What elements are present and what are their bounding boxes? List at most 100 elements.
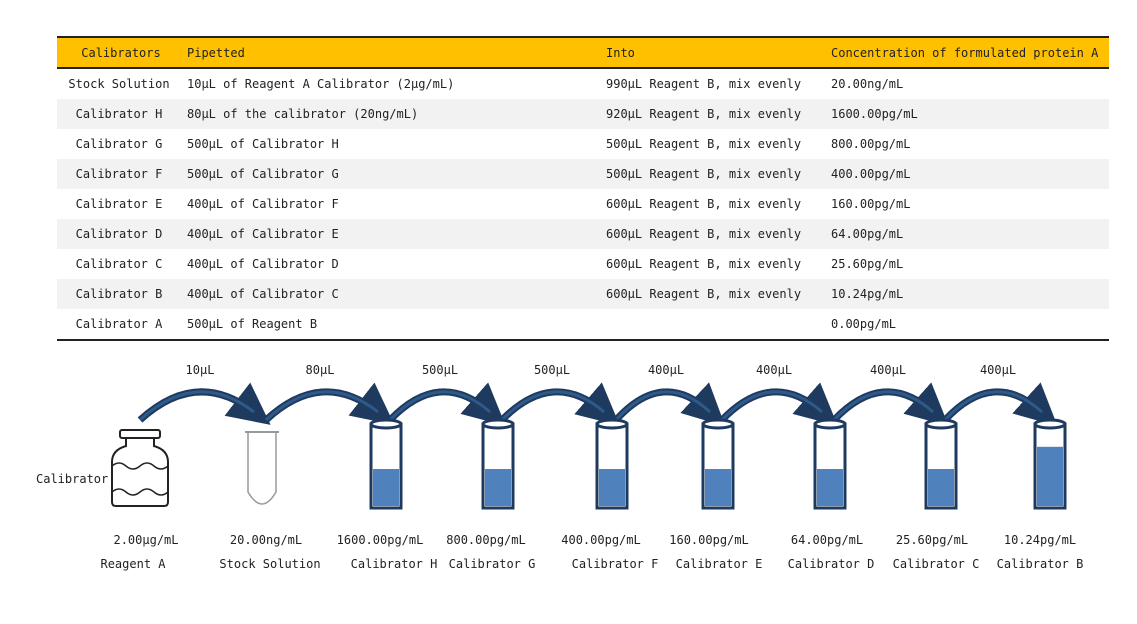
tube-rim xyxy=(701,418,735,430)
cell-calibrator: Calibrator F xyxy=(57,159,185,189)
cell-into: 600μL Reagent B, mix evenly xyxy=(606,257,802,271)
bottle-wave xyxy=(111,488,169,496)
tube-rim xyxy=(1033,418,1067,430)
transfer-arrow-highlight xyxy=(614,390,712,422)
tube-liquid xyxy=(485,469,511,506)
transfer-volume-label: 400μL xyxy=(756,363,792,377)
transfer-arrow-highlight xyxy=(832,390,934,422)
transfer-volume-label: 80μL xyxy=(306,363,335,377)
vessel-name-label: Calibrator H xyxy=(351,557,438,571)
cell-concentration: 1600.00pg/mL xyxy=(830,99,1109,129)
transfer-volume-label: 500μL xyxy=(534,363,570,377)
cell-calibrator: Calibrator H xyxy=(57,99,185,129)
cell-concentration: 160.00pg/mL xyxy=(831,197,911,211)
bottle-body xyxy=(111,437,169,507)
tube-rim xyxy=(481,418,515,430)
tube-liquid xyxy=(1037,446,1063,506)
header-concentration: Concentration of formulated protein A xyxy=(830,36,1109,69)
tube-rim xyxy=(924,418,958,430)
cell-concentration: 400.00pg/mL xyxy=(830,159,1109,189)
transfer-volume-label: 10μL xyxy=(186,363,215,377)
vessel-name-label: Calibrator E xyxy=(676,557,763,571)
vessel-concentration-label: 1600.00pg/mL xyxy=(337,533,424,547)
transfer-arrow-highlight xyxy=(388,390,491,422)
cell-calibrator: Stock Solution xyxy=(68,77,170,91)
transfer-arrow-highlight xyxy=(138,390,255,422)
cell-calibrator: Calibrator G xyxy=(75,137,163,151)
tube-rim xyxy=(369,418,403,430)
side-label-calibrator: Calibrator xyxy=(36,472,108,486)
empty-test-tube xyxy=(247,431,277,505)
tube-liquid xyxy=(817,469,843,506)
table-row: Calibrator F 500μL of Calibrator G 500μL R… xyxy=(57,159,1109,189)
cell-into: 920μL Reagent B, mix evenly xyxy=(605,99,830,129)
table-row: Calibrator A 500μL of Reagent B 0.00pg/mL xyxy=(57,309,1109,341)
cell-into xyxy=(605,309,830,341)
vessel-concentration-label: 64.00pg/mL xyxy=(791,533,863,547)
cell-calibrator: Calibrator A xyxy=(57,309,185,341)
transfer-arrow-highlight xyxy=(500,390,605,422)
transfer-arrow-highlight xyxy=(943,390,1044,422)
cell-pipetted: 80μL of the calibrator (20ng/mL) xyxy=(185,99,605,129)
table-row: Calibrator D 400μL of Calibrator E 600μL R… xyxy=(57,219,1109,249)
transfer-arrow-highlight xyxy=(264,390,379,422)
cell-concentration: 25.60pg/mL xyxy=(831,257,904,271)
vessel-concentration-label: 160.00pg/mL xyxy=(669,533,748,547)
cell-calibrator: Calibrator C xyxy=(75,257,163,271)
cell-calibrator: Calibrator E xyxy=(75,197,163,211)
table-row: Calibrator B 400μL of Calibrator C 600μL R… xyxy=(57,279,1109,309)
table-header-row: Calibrators Pipetted Into Concentration … xyxy=(57,36,1109,69)
tube-rim xyxy=(813,418,847,430)
dilution-table: Calibrators Pipetted Into Concentration … xyxy=(57,36,1109,341)
cell-into: 600μL Reagent B, mix evenly xyxy=(606,197,802,211)
cell-into: 600μL Reagent B, mix evenly xyxy=(605,219,830,249)
bottle-wave xyxy=(111,462,169,470)
transfer-volume-label: 400μL xyxy=(648,363,684,377)
tube-liquid xyxy=(705,469,731,506)
table-row: Stock Solution 10μL of Reagent A Calibrat… xyxy=(57,68,1109,99)
cell-concentration: 20.00ng/mL xyxy=(831,77,904,91)
cell-concentration: 0.00pg/mL xyxy=(830,309,1109,341)
header-pipetted: Pipetted xyxy=(185,36,605,69)
cell-calibrator: Calibrator D xyxy=(57,219,185,249)
header-calibrators: Calibrators xyxy=(57,36,185,69)
tube-rim xyxy=(595,418,629,430)
cell-pipetted: 400μL of Calibrator F xyxy=(187,197,339,211)
cell-pipetted: 500μL of Calibrator H xyxy=(187,137,339,151)
vessel-concentration-label: 10.24pg/mL xyxy=(1004,533,1076,547)
cell-concentration: 64.00pg/mL xyxy=(830,219,1109,249)
vessel-name-label: Calibrator B xyxy=(997,557,1084,571)
vessel-name-label: Calibrator C xyxy=(893,557,980,571)
cell-pipetted: 500μL of Calibrator G xyxy=(185,159,605,189)
vessel-concentration-label: 400.00pg/mL xyxy=(561,533,640,547)
tube-liquid xyxy=(928,469,954,506)
cell-pipetted: 400μL of Calibrator E xyxy=(185,219,605,249)
tube-liquid xyxy=(373,469,399,506)
header-into: Into xyxy=(605,36,830,69)
cell-into: 600μL Reagent B, mix evenly xyxy=(605,279,830,309)
cell-calibrator: Calibrator B xyxy=(57,279,185,309)
dilution-diagram-svg: Calibrator 10μL 80μL 500μL 500μL 400μL 400μL 40… xyxy=(36,363,1084,571)
cell-concentration: 10.24pg/mL xyxy=(830,279,1109,309)
transfer-volume-label: 400μL xyxy=(870,363,906,377)
vessel-name-label: Calibrator G xyxy=(449,557,536,571)
table-row: Calibrator C 400μL of Calibrator D 600μL R… xyxy=(57,249,1109,279)
vessel-name-label: Calibrator F xyxy=(572,557,659,571)
cell-pipetted: 400μL of Calibrator D xyxy=(187,257,339,271)
vessel-name-label: Calibrator D xyxy=(788,557,875,571)
tube-liquid xyxy=(599,469,625,506)
table-row: Calibrator E 400μL of Calibrator F 600μL R… xyxy=(57,189,1109,219)
cell-into: 990μL Reagent B, mix evenly xyxy=(606,77,802,91)
vessel-name-label: Stock Solution xyxy=(219,557,320,571)
cell-concentration: 800.00pg/mL xyxy=(831,137,911,151)
transfer-volume-label: 400μL xyxy=(980,363,1016,377)
vessel-concentration-label: 20.00ng/mL xyxy=(230,533,302,547)
vessel-name-label: Reagent A xyxy=(100,557,166,571)
transfer-volume-label: 500μL xyxy=(422,363,458,377)
dilution-diagram: Calibrator 10μL 80μL 500μL 500μL 400μL 400μL 40… xyxy=(0,350,1137,621)
vessel-concentration-label: 25.60pg/mL xyxy=(896,533,968,547)
cell-pipetted: 400μL of Calibrator C xyxy=(185,279,605,309)
vessel-concentration-label: 800.00pg/mL xyxy=(446,533,525,547)
cell-pipetted: 500μL of Reagent B xyxy=(185,309,605,341)
vessel-concentration-label: 2.00μg/mL xyxy=(113,533,178,547)
